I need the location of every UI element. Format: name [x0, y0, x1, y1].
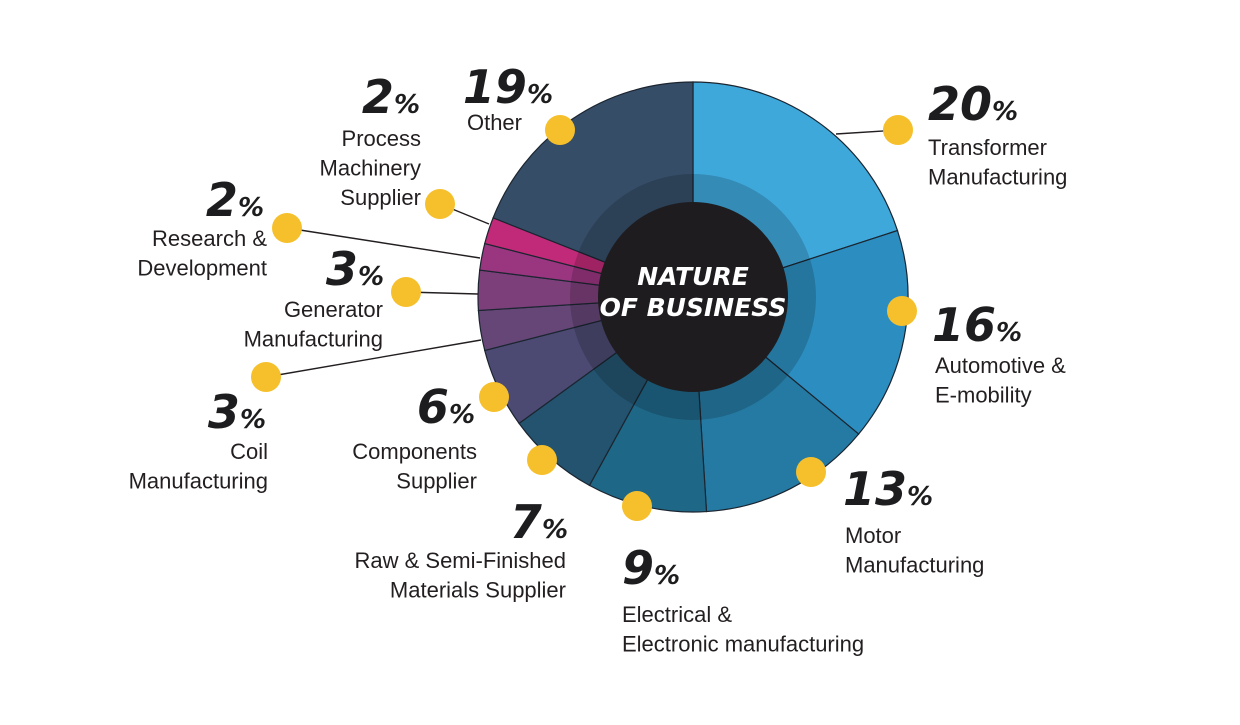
marker-dot-raw-semi-finished-materials-supplier: [527, 445, 557, 475]
category-label-generator-manufacturing-line-1: Generator: [284, 297, 383, 322]
marker-dot-motor-manufacturing: [796, 457, 826, 487]
leader-line-coil-manufacturing: [265, 339, 482, 378]
marker-dot-generator-manufacturing: [391, 277, 421, 307]
category-label-process-machinery-supplier-line-3: Supplier: [340, 185, 421, 210]
category-label-electrical-electronic-manufacturing-line-2: Electronic manufacturing: [622, 632, 864, 657]
percent-label-components-supplier: 6%: [417, 380, 475, 434]
marker-dot-other: [545, 115, 575, 145]
percent-label-coil-manufacturing: 3%: [208, 385, 266, 439]
marker-dot-transformer-manufacturing: [883, 115, 913, 145]
category-label-research-development-line-1: Research &: [152, 226, 267, 251]
percent-label-other: 19%: [463, 60, 553, 114]
marker-dot-process-machinery-supplier: [425, 189, 455, 219]
category-label-automotive-e-mobility-line-1: Automotive &: [935, 353, 1066, 378]
marker-dot-electrical-electronic-manufacturing: [622, 491, 652, 521]
percent-label-electrical-electronic-manufacturing: 9%: [622, 541, 680, 595]
percent-label-motor-manufacturing: 13%: [843, 462, 933, 516]
percent-label-generator-manufacturing: 3%: [326, 242, 384, 296]
category-label-components-supplier-line-2: Supplier: [396, 469, 477, 494]
center-disc: [598, 202, 788, 392]
category-label-components-supplier-line-1: Components: [352, 439, 477, 464]
category-label-transformer-manufacturing-line-1: Transformer: [928, 135, 1047, 160]
category-label-transformer-manufacturing-line-2: Manufacturing: [928, 165, 1067, 190]
category-label-automotive-e-mobility-line-2: E-mobility: [935, 383, 1032, 408]
marker-dot-coil-manufacturing: [251, 362, 281, 392]
category-label-motor-manufacturing-line-1: Motor: [845, 523, 901, 548]
category-label-research-development-line-2: Development: [137, 256, 267, 281]
label-markers: [251, 115, 917, 521]
category-label-electrical-electronic-manufacturing-line-1: Electrical &: [622, 602, 732, 627]
center-title-line-2: OF BUSINESS: [600, 293, 787, 322]
slice-labels: 20% Transformer Manufacturing 16%Automotive…: [129, 60, 1068, 657]
category-label-other-line-1: Other: [467, 110, 522, 135]
percent-label-process-machinery-supplier: 2%: [362, 70, 420, 124]
center-title-line-1: NATURE: [637, 262, 749, 291]
marker-dot-research-development: [272, 213, 302, 243]
percent-label-transformer-manufacturing: 20%: [928, 77, 1018, 131]
percent-label-raw-semi-finished-materials-supplier: 7%: [510, 495, 568, 549]
marker-dot-automotive-e-mobility: [887, 296, 917, 326]
category-label-process-machinery-supplier-line-2: Machinery: [320, 156, 421, 181]
category-label-raw-semi-finished-materials-supplier-line-2: Materials Supplier: [390, 578, 566, 603]
category-label-raw-semi-finished-materials-supplier-line-1: Raw & Semi-Finished: [354, 548, 566, 573]
category-label-generator-manufacturing-line-2: Manufacturing: [244, 327, 383, 352]
percent-label-research-development: 2%: [206, 173, 264, 227]
marker-dot-components-supplier: [479, 382, 509, 412]
percent-label-automotive-e-mobility: 16%: [932, 298, 1022, 352]
category-label-process-machinery-supplier-line-1: Process: [342, 126, 421, 151]
category-label-coil-manufacturing-line-2: Manufacturing: [129, 469, 268, 494]
category-label-motor-manufacturing-line-2: Manufacturing: [845, 553, 984, 578]
category-label-coil-manufacturing-line-1: Coil: [230, 439, 268, 464]
leader-line-research-development: [286, 227, 481, 259]
